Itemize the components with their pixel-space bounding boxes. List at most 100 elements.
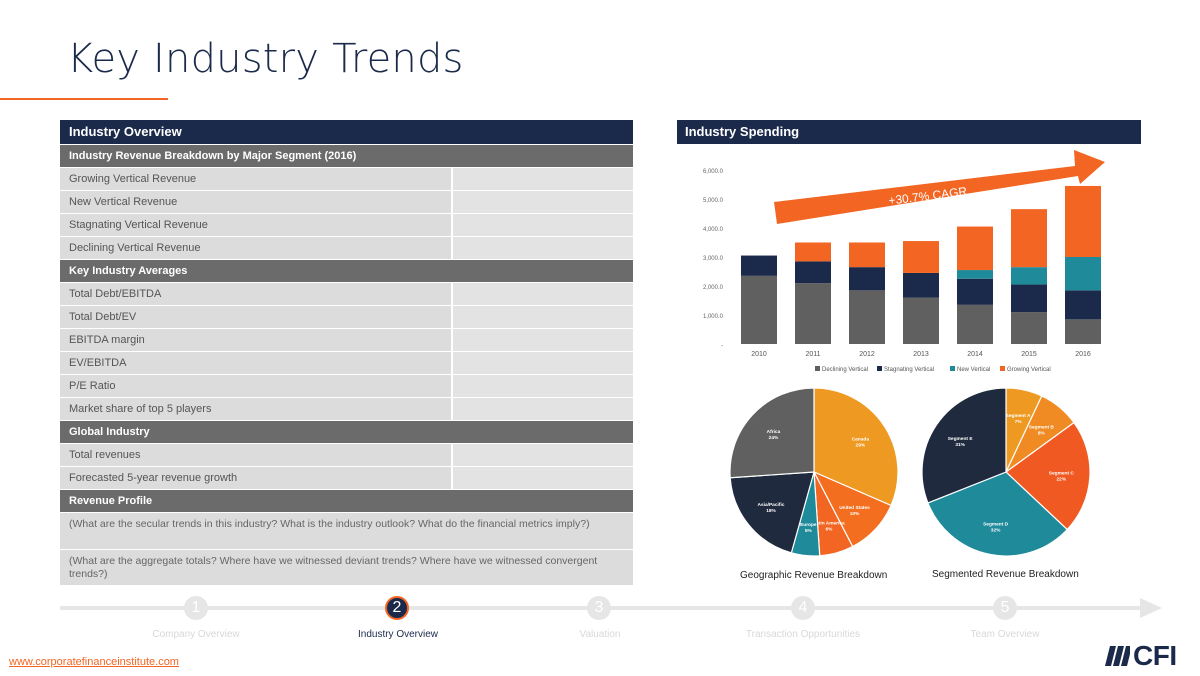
industry-overview-table: Industry Overview Industry Revenue Break… [60,120,633,585]
pie-slice-percent: 24% [769,435,779,441]
pie-slice [1005,421,1091,531]
section-global-industry: Global Industry [60,420,633,443]
pie-slice-percent: 7% [1015,419,1023,425]
step-label-company-overview[interactable]: Company Overview [152,629,240,640]
row-label: P/E Ratio [60,375,453,397]
pie-slice-percent: 10% [850,511,860,517]
legend-entry: Declining Vertical [822,367,868,373]
row-value-cell [453,168,633,190]
pie-slice [729,387,815,479]
step-3-circle[interactable]: 3 [587,596,611,620]
pie-slice-name: United States [839,505,870,511]
step-label-valuation[interactable]: Valuation [579,629,621,640]
row-value-cell [453,352,633,374]
legend-swatch [950,366,955,371]
segmented-pie-chart: Segment A7% Segment B8% Segment C22% Segmen… [921,387,1091,557]
geographic-pie-title: Geographic Revenue Breakdown [740,570,888,581]
pie-slice-name: Segment E [948,436,974,442]
row-value-cell [453,444,633,466]
table-row: P/E Ratio [60,374,633,397]
y-tick-label: 1,000.0 [703,314,724,320]
bar-segment [741,275,777,344]
pie-slice-name: Europe [800,522,817,528]
bar-segment [1011,267,1047,285]
row-value-cell [453,306,633,328]
website-link[interactable]: www.corporatefinanceinstitute.com [9,656,179,668]
row-value-cell [453,283,633,305]
step-1-circle[interactable]: 1 [184,596,208,620]
pie-slice [927,471,1069,557]
bar-segment [849,242,885,268]
y-tick-label: 2,000.0 [703,285,724,291]
profile-text: (What are the secular trends in this ind… [60,512,633,549]
cagr-arrow [774,150,1105,224]
legend-entry: Stagnating Vertical [884,367,934,373]
pie-slice-percent: 5% [805,528,813,534]
table-row: Total Debt/EBITDA [60,282,633,305]
row-value-cell [453,467,633,489]
step-5-circle[interactable]: 5 [993,596,1017,620]
x-tick-label: 2015 [1021,351,1037,358]
industry-overview-header: Industry Overview [60,120,633,144]
row-label: Stagnating Vertical Revenue [60,214,453,236]
progress-arrow-icon [1140,598,1162,618]
bar-segment [849,267,885,291]
pie-slice-percent: 22% [1057,476,1067,482]
pie-slice-percent: 8% [1038,430,1046,436]
bar-segment [1011,312,1047,344]
bar-segment [957,278,993,305]
table-row: EV/EBITDA [60,351,633,374]
row-label: EV/EBITDA [60,352,453,374]
bar-segment [795,242,831,262]
y-tick-label: - [721,343,723,349]
bar-segment [903,297,939,344]
bar-segment [741,255,777,276]
pie-slice-name: Africa [767,429,781,435]
segmented-pie-title: Segmented Revenue Breakdown [932,569,1079,580]
pie-slice [813,387,899,507]
pie-slice-percent: 32% [991,527,1001,533]
row-value-cell [453,329,633,351]
x-tick-label: 2013 [913,351,929,358]
bar-segment [1065,185,1101,257]
section-revenue-breakdown: Industry Revenue Breakdown by Major Segm… [60,144,633,167]
bar-segment [1011,209,1047,268]
legend-entry: Growing Vertical [1007,367,1051,373]
bar-segment [1065,257,1101,291]
table-row: Total revenues [60,443,633,466]
table-row: Total Debt/EV [60,305,633,328]
legend-swatch [877,366,882,371]
x-tick-label: 2011 [805,351,820,358]
step-label-industry-overview[interactable]: Industry Overview [357,629,439,640]
step-2-circle[interactable]: 2 [385,596,409,620]
cfi-logo-text: CFI [1133,640,1177,671]
step-4-circle[interactable]: 4 [791,596,815,620]
table-row: Forecasted 5-year revenue growth [60,466,633,489]
row-label: Total Debt/EBITDA [60,283,453,305]
section-revenue-profile: Revenue Profile [60,489,633,512]
page-title: Key Industry Trends [67,36,464,82]
pie-slice-percent: 6% [825,526,833,532]
x-tick-label: 2016 [1075,351,1091,358]
table-row: EBITDA margin [60,328,633,351]
cfi-logo: CFI [1100,640,1177,672]
bar-segment [1065,319,1101,344]
y-tick-label: 3,000.0 [703,256,724,262]
bar-segment [849,290,885,344]
legend-entry: New Vertical [957,367,990,373]
x-tick-label: 2012 [859,351,875,358]
pie-slice-name: Segment D [983,521,1009,527]
y-tick-label: 6,000.0 [703,169,724,175]
pie-slice [729,471,815,554]
bar-segment [957,226,993,271]
row-label: Declining Vertical Revenue [60,237,453,259]
pie-slice-percent: 29% [856,443,866,449]
step-label-transaction-opportunities[interactable]: Transaction Opportunities [745,629,861,640]
bar-segment [903,272,939,298]
step-label-team-overview[interactable]: Team Overview [970,629,1040,640]
table-row: New Vertical Revenue [60,190,633,213]
legend-swatch [1000,366,1005,371]
pie-slice-name: Asia/Pacific [758,502,785,508]
legend-swatch [815,366,820,371]
